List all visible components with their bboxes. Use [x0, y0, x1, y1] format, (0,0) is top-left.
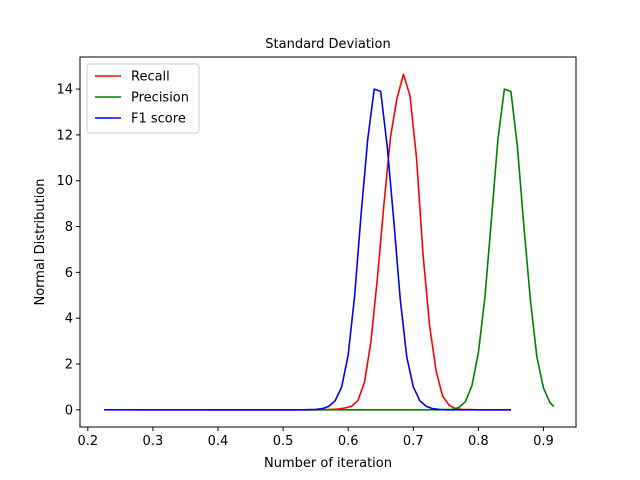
y-tick-label: 14: [56, 83, 73, 98]
x-tick-label: 0.8: [468, 434, 489, 449]
y-tick-label: 6: [65, 266, 73, 281]
x-tick-label: 0.2: [77, 434, 98, 449]
legend-label-f1-score: F1 score: [131, 112, 186, 127]
axes-frame: [79, 56, 577, 428]
legend-label-recall: Recall: [131, 70, 170, 85]
x-tick-label: 0.9: [533, 434, 554, 449]
y-tick-label: 8: [65, 220, 73, 235]
x-axis-label: Number of iteration: [264, 456, 392, 471]
y-tick-label: 4: [65, 312, 73, 327]
x-tick-label: 0.3: [143, 434, 164, 449]
x-tick-label: 0.4: [208, 434, 229, 449]
x-tick-label: 0.7: [403, 434, 424, 449]
series-line-f1-score: [104, 88, 511, 411]
legend: Recall Precision F1 score: [86, 63, 200, 134]
x-tick-label: 0.5: [273, 434, 294, 449]
y-axis-label: Normal Distribution: [33, 178, 48, 305]
legend-label-precision: Precision: [131, 91, 189, 106]
y-tick-label: 2: [65, 357, 73, 372]
legend-box: [86, 63, 200, 134]
y-axis: 0 2 4 6 8 10 12 14: [56, 83, 80, 418]
x-tick-label: 0.6: [338, 434, 359, 449]
y-tick-label: 10: [56, 174, 73, 189]
y-tick-label: 12: [56, 128, 73, 143]
y-tick-label: 0: [65, 403, 73, 418]
plot-lines: [104, 73, 555, 411]
x-axis: 0.2 0.3 0.4 0.5 0.6 0.7 0.8 0.9: [77, 427, 554, 449]
chart-title: Standard Deviation: [265, 37, 390, 52]
